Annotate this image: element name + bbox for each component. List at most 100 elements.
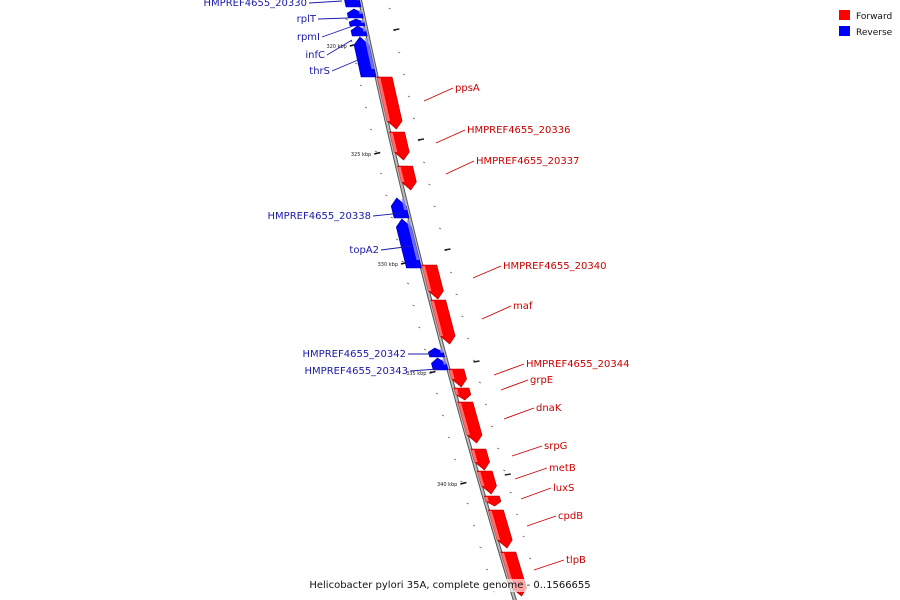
gene-arrow-luxS[interactable] xyxy=(483,495,502,507)
gene-arrow-srpG[interactable] xyxy=(470,448,490,471)
minor-tick xyxy=(435,392,439,395)
gene-leader-line xyxy=(514,467,548,480)
gene-arrow-rplT[interactable] xyxy=(346,8,364,19)
minor-tick xyxy=(345,18,348,21)
gene-arrow-infC[interactable] xyxy=(350,25,368,37)
gene-leader-line xyxy=(533,559,565,571)
gene-arrow-maf[interactable] xyxy=(430,299,456,345)
gene-leader-line xyxy=(326,39,353,56)
legend-forward-swatch xyxy=(839,10,850,20)
gene-label-topA2[interactable]: topA2 xyxy=(349,245,379,256)
gene-leader-line xyxy=(423,87,454,102)
major-tick xyxy=(473,360,480,363)
minor-tick xyxy=(460,480,463,483)
gene-arrow-thrS[interactable] xyxy=(353,36,377,78)
gene-highlight xyxy=(454,389,459,395)
minor-tick xyxy=(390,216,393,219)
gene-label-HMPREF4655_20343[interactable]: HMPREF4655_20343 xyxy=(305,366,408,377)
minor-tick xyxy=(515,513,519,516)
gene-leader-line xyxy=(380,245,413,251)
gene-body xyxy=(470,448,490,471)
minor-tick xyxy=(479,546,482,549)
gene-arrow-HMPREF4655_20330[interactable] xyxy=(344,0,362,8)
gene-arrow-HMPREF4655_20336[interactable] xyxy=(389,131,410,161)
minor-tick xyxy=(447,436,451,439)
gene-leader-line xyxy=(472,265,502,279)
minor-tick xyxy=(364,106,368,109)
gene-arrow-cpdB[interactable] xyxy=(487,509,513,549)
minor-tick xyxy=(359,84,363,87)
gene-label-tlpB[interactable]: tlpB xyxy=(566,555,586,566)
gene-label-metB[interactable]: metB xyxy=(549,463,576,474)
gene-label-grpE[interactable]: grpE xyxy=(530,375,553,386)
minor-tick xyxy=(485,568,489,571)
gene-label-HMPREF4655_20337[interactable]: HMPREF4655_20337 xyxy=(476,156,579,167)
gene-label-HMPREF4655_20340[interactable]: HMPREF4655_20340 xyxy=(503,261,606,272)
legend-reverse-swatch xyxy=(839,26,850,36)
gene-arrow-dnaK[interactable] xyxy=(457,401,483,444)
major-tick xyxy=(393,28,400,31)
minor-tick xyxy=(428,183,431,186)
gene-leader-line xyxy=(520,487,552,500)
major-tick xyxy=(504,473,511,476)
gene-arrow-HMPREF4655_20338[interactable] xyxy=(390,197,410,219)
gene-label-HMPREF4655_20342[interactable]: HMPREF4655_20342 xyxy=(303,349,406,360)
minor-tick xyxy=(374,150,378,153)
minor-tick xyxy=(509,491,512,494)
minor-tick xyxy=(503,469,506,472)
gene-label-HMPREF4655_20336[interactable]: HMPREF4655_20336 xyxy=(467,125,570,136)
gene-label-cpdB[interactable]: cpdB xyxy=(558,511,583,522)
gene-arrow-HMPREF4655_20342[interactable] xyxy=(427,347,446,358)
gene-label-rpmI[interactable]: rpmI xyxy=(297,32,320,43)
gene-label-HMPREF4655_20338[interactable]: HMPREF4655_20338 xyxy=(268,211,371,222)
gene-label-luxS[interactable]: luxS xyxy=(553,483,574,494)
gene-highlight xyxy=(362,27,367,32)
minor-tick xyxy=(466,337,470,340)
minor-tick xyxy=(422,161,426,164)
gene-leader-line xyxy=(500,379,529,391)
gene-arrow-ppsA[interactable] xyxy=(376,76,403,130)
ruler-tick xyxy=(374,151,381,155)
minor-tick xyxy=(441,414,445,417)
major-tick xyxy=(417,138,425,141)
gene-leader-line xyxy=(331,59,359,72)
gene-arrow-HMPREF4655_20343[interactable] xyxy=(431,357,449,371)
gene-arrow-HMPREF4655_20337[interactable] xyxy=(397,165,417,191)
gene-highlight xyxy=(439,349,444,353)
gene-label-infC[interactable]: infC xyxy=(305,50,325,61)
legend: Forward Reverse xyxy=(839,10,893,38)
gene-label-dnaK[interactable]: dnaK xyxy=(536,403,562,414)
gene-label-HMPREF4655_20330[interactable]: HMPREF4655_20330 xyxy=(204,0,307,9)
backbone-line xyxy=(358,0,516,600)
minor-tick xyxy=(412,304,415,307)
minor-tick xyxy=(423,348,427,351)
gene-label-ppsA[interactable]: ppsA xyxy=(455,83,480,94)
minor-tick xyxy=(369,128,373,131)
ruler-label: 330 kbp xyxy=(378,262,398,268)
gene-label-HMPREF4655_20344[interactable]: HMPREF4655_20344 xyxy=(526,359,629,370)
kbp-ruler: 320 kbp 325 kbp 330 kbp 335 kbp 340 kbp xyxy=(326,43,467,488)
gene-label-thrS[interactable]: thrS xyxy=(309,66,330,77)
gene-label-srpG[interactable]: srpG xyxy=(544,441,567,452)
gene-arrow-HMPREF4655_20344[interactable] xyxy=(448,368,467,388)
gene-highlight xyxy=(431,301,444,336)
ruler-label: 320 kbp xyxy=(326,44,346,50)
minor-tick xyxy=(453,458,457,461)
gene-leader-line xyxy=(526,515,557,527)
minor-tick xyxy=(397,51,401,54)
gene-highlight xyxy=(477,472,485,486)
gene-label-rplT[interactable]: rplT xyxy=(297,14,317,25)
gene-arrow-HMPREF4655_20340[interactable] xyxy=(421,264,444,300)
minor-tick xyxy=(407,95,411,98)
genome-caption: Helicobacter pylori 35A, complete genome… xyxy=(309,580,590,591)
gene-body xyxy=(457,401,483,444)
gene-body xyxy=(453,387,472,401)
gene-arrow-topA2[interactable] xyxy=(395,218,422,269)
ruler-tick xyxy=(460,481,467,485)
gene-arrow-rpmI[interactable] xyxy=(348,18,366,27)
gene-arrow-metB[interactable] xyxy=(476,470,497,495)
gene-label-maf[interactable]: maf xyxy=(513,301,533,312)
gene-arrow-grpE[interactable] xyxy=(453,387,472,401)
caption-background xyxy=(307,579,593,592)
gene-leader-line xyxy=(493,363,525,376)
